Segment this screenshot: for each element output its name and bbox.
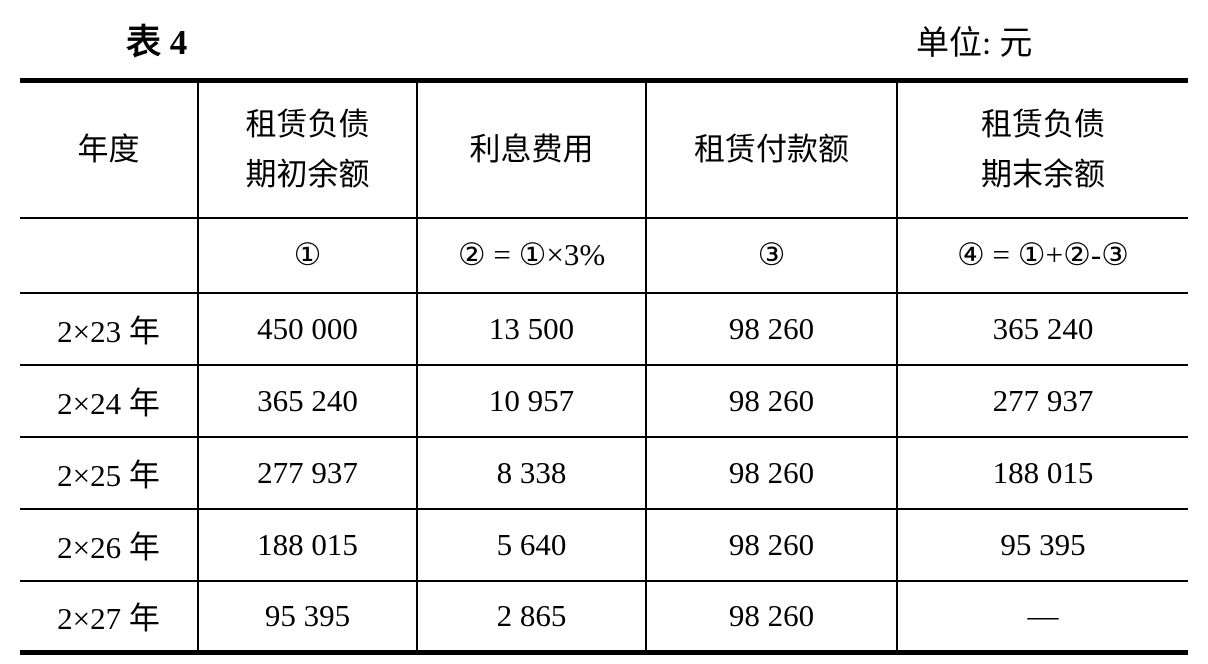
interest-expense-cell: 2 865 [416,579,647,655]
lease-payment-cell: 98 260 [645,363,898,438]
formula-closing-balance: ④ = ①+②-③ [896,216,1188,294]
interest-expense-cell: 8 338 [416,435,647,510]
closing-balance-cell: — [896,579,1188,655]
year-cell: 2×24 年 [20,363,199,438]
opening-balance-cell: 188 015 [197,507,418,582]
formula-opening-balance: ① [197,216,418,294]
closing-balance-cell: 95 395 [896,507,1188,582]
table-row: 2×23 年 450 000 13 500 98 260 365 240 [20,291,1188,366]
header-year: 年度 [20,78,199,219]
table-row: 2×24 年 365 240 10 957 98 260 277 937 [20,363,1188,438]
formula-payment: ③ [645,216,898,294]
interest-expense-cell: 10 957 [416,363,647,438]
closing-balance-cell: 188 015 [896,435,1188,510]
closing-balance-cell: 277 937 [896,363,1188,438]
opening-balance-cell: 365 240 [197,363,418,438]
year-cell: 2×26 年 [20,507,199,582]
table-row: 2×27 年 95 395 2 865 98 260— [20,579,1188,655]
formula-interest: ② = ①×3% [416,216,647,294]
header-lease-payment: 租赁付款额 [645,78,898,219]
lease-liability-amortization-table: 年度 租赁负债 期初余额 利息费用 租赁付款额 租赁负债 期末余额 ① ② = … [20,78,1188,655]
header-opening-balance: 租赁负债 期初余额 [197,78,418,219]
lease-payment-cell: 98 260 [645,579,898,655]
year-cell: 2×23 年 [20,291,199,366]
formula-blank [20,216,199,294]
table-title: 表 4 [126,23,188,62]
interest-expense-cell: 13 500 [416,291,647,366]
unit-label: 单位: 元 [916,26,1033,62]
header-closing-balance: 租赁负债 期末余额 [896,78,1188,219]
closing-balance-cell: 365 240 [896,291,1188,366]
opening-balance-cell: 95 395 [197,579,418,655]
interest-expense-cell: 5 640 [416,507,647,582]
header-interest-expense: 利息费用 [416,78,647,219]
year-cell: 2×27 年 [20,579,199,655]
formula-row: ① ② = ①×3% ③ ④ = ①+②-③ [20,216,1188,294]
lease-payment-cell: 98 260 [645,435,898,510]
year-cell: 2×25 年 [20,435,199,510]
lease-payment-cell: 98 260 [645,291,898,366]
table-header-row: 年度 租赁负债 期初余额 利息费用 租赁付款额 租赁负债 期末余额 [20,78,1188,219]
opening-balance-cell: 450 000 [197,291,418,366]
table-row: 2×26 年 188 015 5 640 98 260 95 395 [20,507,1188,582]
opening-balance-cell: 277 937 [197,435,418,510]
table-row: 2×25 年 277 937 8 338 98 260 188 015 [20,435,1188,510]
lease-payment-cell: 98 260 [645,507,898,582]
